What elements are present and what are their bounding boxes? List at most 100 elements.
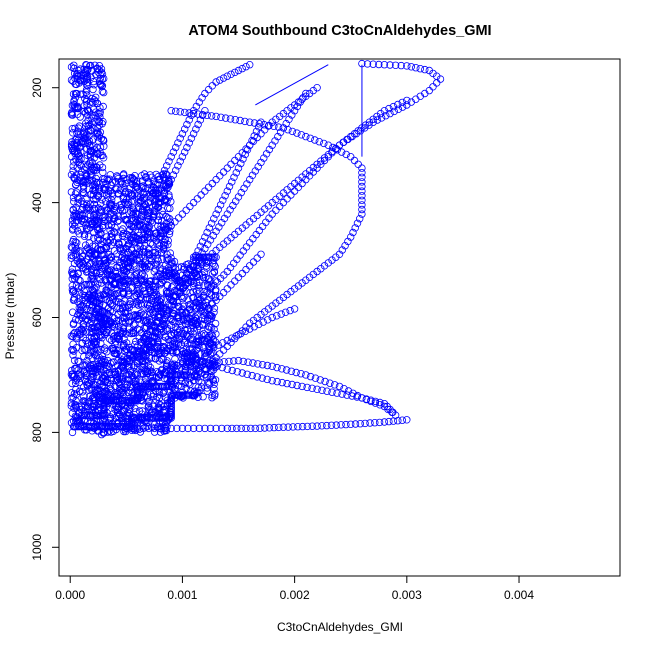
data-point: [114, 356, 122, 365]
data-point: [94, 262, 103, 270]
data-point: [274, 123, 283, 131]
data-point: [172, 339, 181, 348]
data-point: [133, 256, 142, 264]
data-point: [86, 61, 95, 70]
data-point: [219, 346, 228, 354]
data-point: [120, 184, 129, 192]
data-point: [87, 385, 95, 393]
data-point: [238, 149, 246, 157]
data-point: [156, 264, 164, 272]
data-point: [221, 191, 229, 200]
data-point: [70, 148, 79, 156]
data-point: [142, 173, 150, 181]
data-point: [147, 194, 155, 202]
data-point: [77, 371, 86, 379]
data-point: [142, 293, 151, 302]
data-point: [96, 143, 105, 151]
data-point: [67, 389, 76, 397]
data-point: [223, 424, 231, 433]
data-point: [70, 158, 78, 166]
data-point: [279, 423, 288, 431]
data-point: [68, 346, 76, 354]
data-point: [159, 229, 168, 237]
data-point: [200, 303, 209, 311]
data-point: [203, 228, 211, 237]
data-point: [113, 250, 121, 258]
data-point: [130, 363, 138, 371]
data-point: [160, 368, 169, 377]
data-point: [275, 423, 283, 432]
data-point: [241, 327, 249, 335]
y-tick-label: 800: [30, 422, 44, 442]
data-point: [72, 344, 81, 352]
data-point: [86, 306, 95, 315]
data-point: [71, 74, 79, 82]
data-point: [75, 79, 83, 87]
data-point: [255, 120, 264, 128]
data-point: [155, 357, 163, 365]
data-point: [137, 275, 145, 283]
data-point: [351, 420, 360, 428]
data-point: [245, 60, 254, 69]
data-point: [139, 190, 148, 198]
data-point: [361, 419, 369, 428]
data-point: [149, 248, 157, 257]
data-point: [151, 208, 160, 216]
data-point: [313, 422, 321, 430]
data-point: [193, 195, 202, 203]
data-point: [67, 243, 76, 251]
data-point: [72, 397, 80, 405]
data-point: [76, 113, 84, 121]
data-point: [73, 178, 81, 187]
data-point: [83, 106, 92, 114]
data-point: [242, 62, 250, 71]
data-point: [216, 292, 224, 301]
data-point: [182, 206, 190, 214]
data-point: [165, 180, 173, 188]
data-point: [184, 424, 192, 433]
data-point: [133, 244, 142, 253]
data-point: [125, 325, 133, 333]
data-point: [342, 420, 350, 429]
data-point: [141, 263, 149, 272]
data-point: [186, 202, 194, 211]
data-point: [70, 103, 79, 112]
data-point: [78, 252, 87, 261]
data-point: [76, 75, 85, 83]
data-point: [153, 251, 162, 259]
data-point: [138, 205, 147, 214]
data-point: [338, 390, 346, 398]
data-point: [90, 205, 99, 213]
data-point: [178, 351, 187, 359]
data-point: [354, 160, 362, 168]
data-point: [71, 218, 79, 227]
data-point: [165, 366, 173, 374]
data-point: [182, 320, 190, 329]
data-point: [70, 61, 78, 70]
data-point: [127, 235, 135, 244]
data-point: [69, 320, 78, 329]
data-point: [349, 228, 357, 237]
data-point: [100, 415, 109, 424]
data-point: [163, 225, 172, 234]
data-point: [383, 402, 391, 411]
data-point: [178, 309, 186, 317]
data-point: [160, 405, 168, 414]
data-point: [141, 332, 149, 341]
data-point: [69, 205, 78, 214]
data-point: [106, 307, 114, 315]
data-point: [283, 379, 291, 388]
data-point: [242, 323, 250, 331]
data-point: [347, 152, 355, 161]
data-point: [348, 392, 356, 400]
data-point: [115, 281, 124, 289]
data-point: [204, 379, 213, 387]
data-point: [313, 164, 321, 172]
data-point: [425, 66, 433, 75]
data-point: [306, 134, 314, 142]
data-point: [236, 116, 244, 125]
data-point: [77, 405, 86, 414]
data-point: [176, 157, 184, 165]
data-point: [162, 162, 171, 170]
data-point: [95, 117, 103, 126]
